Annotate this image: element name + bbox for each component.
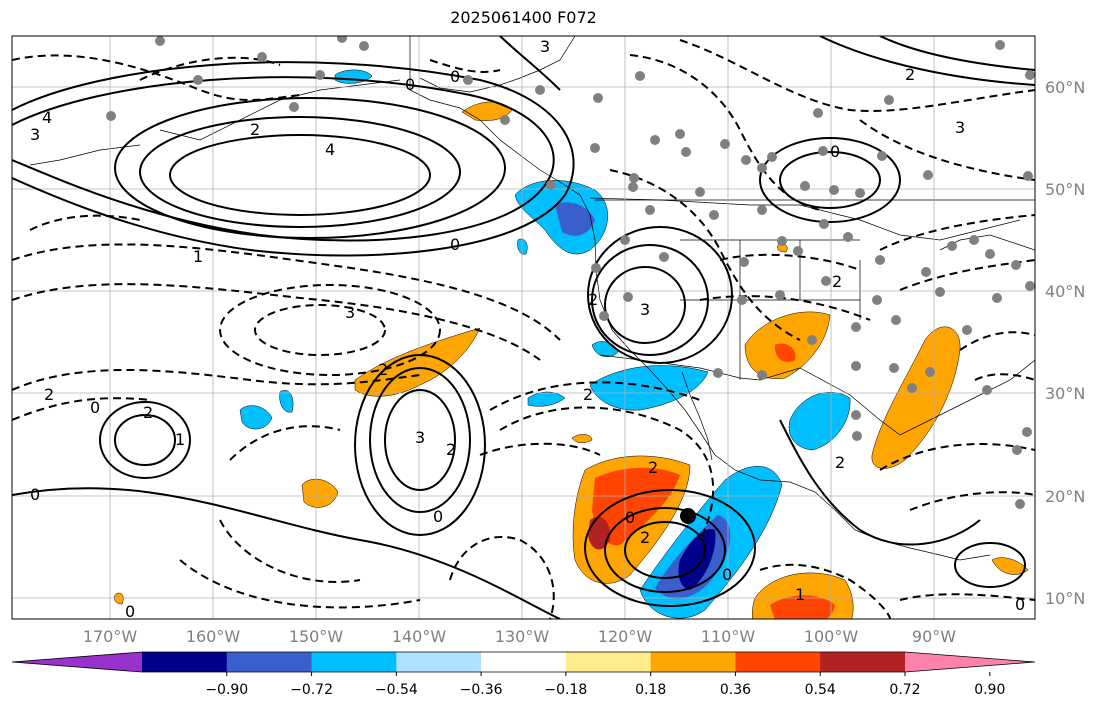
colorbar-swatch (142, 652, 228, 672)
svg-text:0: 0 (625, 508, 635, 527)
svg-text:2: 2 (640, 528, 650, 547)
svg-text:2: 2 (446, 440, 456, 459)
svg-text:3: 3 (30, 125, 40, 144)
svg-text:1: 1 (175, 430, 185, 449)
svg-text:3: 3 (955, 118, 965, 137)
map-plot-area: 4 2 3 4 0 0 3 1 0 3 2 0 2 1 0 2 3 2 0 3 … (12, 36, 1035, 621)
lat-label: 30°N (1045, 384, 1085, 403)
colorbar-extend-max (905, 652, 1035, 672)
lon-label: 170°W (83, 627, 138, 646)
lon-label: 90°W (912, 627, 956, 646)
lon-label: 120°W (598, 627, 653, 646)
colorbar-tick-label: 0.18 (635, 682, 666, 698)
colorbar-extend-min (12, 652, 142, 672)
svg-text:3: 3 (640, 300, 650, 319)
svg-text:0: 0 (433, 507, 443, 526)
colorbar-swatch (311, 652, 397, 672)
svg-text:2: 2 (832, 272, 842, 291)
svg-text:4: 4 (325, 140, 335, 159)
svg-text:0: 0 (30, 485, 40, 504)
colorbar-tick-label: −0.90 (205, 682, 248, 698)
svg-text:1: 1 (193, 247, 203, 266)
positive-contours (12, 36, 1035, 619)
map-title: 2025061400 F072 (450, 8, 597, 27)
colorbar: −0.90 −0.72 −0.54 −0.36 −0.18 0.18 0.36 0.54 0.7… (11, 651, 1036, 698)
storm-center-marker (680, 508, 696, 524)
svg-text:0: 0 (450, 67, 460, 86)
graticule (12, 36, 1035, 619)
map-frame (11, 35, 1036, 620)
colorbar-swatch (650, 652, 736, 672)
svg-text:0: 0 (722, 565, 732, 584)
colorbar-swatch (226, 652, 313, 672)
lon-label: 100°W (804, 627, 859, 646)
lat-label: 60°N (1045, 78, 1085, 97)
svg-text:2: 2 (583, 385, 593, 404)
svg-text:3: 3 (540, 37, 550, 56)
svg-text:2: 2 (835, 453, 845, 472)
lat-label: 10°N (1045, 589, 1085, 608)
svg-text:2: 2 (378, 360, 388, 379)
lon-label: 130°W (495, 627, 550, 646)
colorbar-tick-label: −0.54 (375, 682, 418, 698)
svg-text:2: 2 (143, 403, 153, 422)
latitude-labels: 60°N 50°N 40°N 30°N 20°N 10°N (1045, 78, 1085, 608)
svg-text:2: 2 (905, 65, 915, 84)
svg-text:4: 4 (42, 108, 52, 127)
svg-text:3: 3 (415, 428, 425, 447)
lon-label: 160°W (186, 627, 241, 646)
contour-labels: 4 2 3 4 0 0 3 1 0 3 2 0 2 1 0 2 3 2 0 3 … (30, 37, 1025, 621)
colorbar-tick-label: −0.36 (460, 682, 503, 698)
colorbar-tick-label: 0.54 (805, 682, 836, 698)
colorbar-tick-label: 0.90 (974, 682, 1005, 698)
colorbar-swatch (481, 652, 567, 672)
svg-text:2: 2 (588, 290, 598, 309)
lon-label: 110°W (701, 627, 756, 646)
station-dots (106, 36, 1035, 509)
colorbar-tick-label: 0.36 (720, 682, 751, 698)
svg-text:0: 0 (450, 235, 460, 254)
lat-label: 20°N (1045, 487, 1085, 506)
colorbar-swatch (735, 652, 821, 672)
svg-text:0: 0 (1015, 595, 1025, 614)
colorbar-tick-label: −0.18 (544, 682, 587, 698)
colorbar-tick-label: 0.72 (889, 682, 920, 698)
svg-text:1: 1 (795, 585, 805, 604)
lat-label: 50°N (1045, 180, 1085, 199)
svg-text:2: 2 (250, 120, 260, 139)
longitude-labels: 170°W 160°W 150°W 140°W 130°W 120°W 110°… (83, 627, 956, 646)
svg-text:0: 0 (405, 75, 415, 94)
svg-text:2: 2 (44, 385, 54, 404)
lon-label: 140°W (392, 627, 447, 646)
lon-label: 150°W (289, 627, 344, 646)
svg-text:2: 2 (648, 458, 658, 477)
svg-text:0: 0 (830, 142, 840, 161)
svg-text:0: 0 (125, 602, 135, 621)
colorbar-swatch (820, 652, 906, 672)
svg-text:3: 3 (345, 303, 355, 322)
colorbar-swatch (565, 652, 652, 672)
negative-contours (12, 39, 1035, 619)
svg-text:0: 0 (90, 398, 100, 417)
colorbar-swatch (396, 652, 482, 672)
colorbar-tick-label: −0.72 (290, 682, 333, 698)
lat-label: 40°N (1045, 282, 1085, 301)
